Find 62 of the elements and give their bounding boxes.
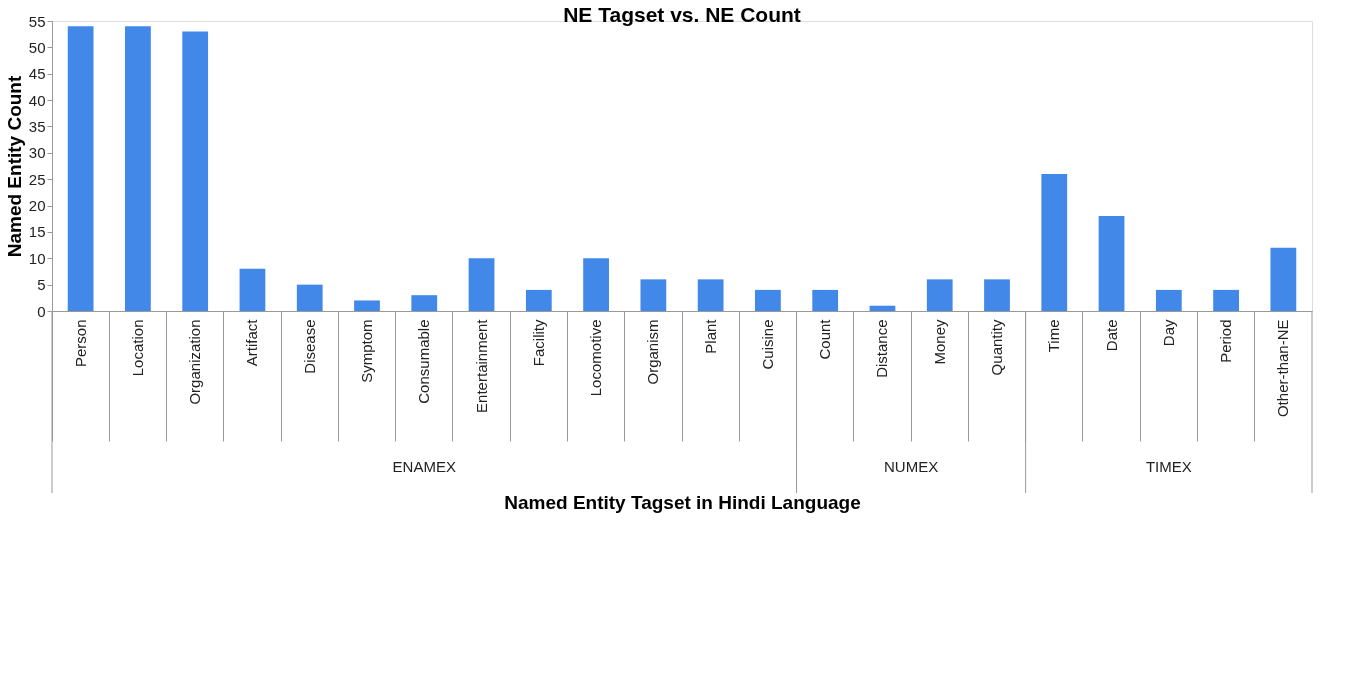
bar <box>1270 247 1297 311</box>
y-tick-label: 15 <box>28 223 46 241</box>
x-tick-label: Quantity <box>988 319 1005 376</box>
bar <box>525 289 552 311</box>
x-tick-label: Artifact <box>243 318 261 367</box>
x-tick-label: Facility <box>529 319 547 367</box>
bar <box>239 268 266 311</box>
y-tick-label: 45 <box>28 65 46 83</box>
text: TIMEX <box>1145 458 1192 475</box>
x-tick-label: Cuisine <box>758 319 776 370</box>
bar <box>926 279 953 311</box>
bar <box>583 258 609 311</box>
bar <box>354 300 380 311</box>
bar <box>67 26 94 311</box>
x-tick-label: Time <box>1045 319 1063 353</box>
bar <box>812 289 839 311</box>
x-tick-label: Period <box>1217 319 1235 363</box>
x-tick-label: Date <box>1102 319 1120 352</box>
y-tick-label: 10 <box>28 249 46 267</box>
x-tick-label: Count <box>816 318 834 360</box>
x-tick-label: Consumable <box>415 319 433 404</box>
y-tick-label: 50 <box>28 38 46 56</box>
y-tick-label: 40 <box>28 91 46 109</box>
bar <box>640 279 667 311</box>
x-tick-label: Money <box>930 319 948 365</box>
x-tick-label: Day <box>1159 319 1177 347</box>
y-tick-label: 0 <box>37 302 46 320</box>
x-tick-label: Organization <box>186 319 204 405</box>
x-tick-label: Symptom <box>358 319 375 383</box>
bar <box>468 258 495 311</box>
y-tick-label: 30 <box>28 144 46 162</box>
bar <box>296 284 323 311</box>
bar <box>182 31 209 311</box>
bar <box>869 305 896 311</box>
x-axis-title: Named Entity Tagset in Hindi Language <box>504 492 861 513</box>
y-tick-label: 25 <box>28 170 46 188</box>
x-tick-label: Disease <box>300 319 318 374</box>
y-axis-title: Named Entity Count <box>3 75 25 258</box>
bar <box>411 295 438 311</box>
x-tick-label: Location <box>128 319 146 377</box>
text: NUMEX <box>884 458 939 475</box>
chart-title: NE Tagset vs. NE Count <box>563 3 801 26</box>
bar <box>755 289 781 311</box>
x-tick-label: Entertainment <box>472 318 490 413</box>
y-tick-label: 35 <box>28 117 46 135</box>
x-tick-label: Other-than-NE <box>1274 319 1292 418</box>
x-tick-label: Plant <box>701 318 719 354</box>
x-tick-label: Person <box>71 319 89 368</box>
text: ENAMEX <box>392 458 456 475</box>
bar <box>125 26 151 311</box>
bar <box>697 279 724 311</box>
x-tick-label: Distance <box>873 319 891 378</box>
y-tick-label: 20 <box>28 197 46 215</box>
bar <box>1155 289 1182 311</box>
bar <box>1098 216 1125 311</box>
bar <box>1213 289 1239 311</box>
x-tick-label: Organism <box>644 319 662 385</box>
bar <box>1041 173 1068 311</box>
x-tick-label: Locomotive <box>587 319 605 397</box>
bar <box>984 279 1010 311</box>
y-tick-label: 55 <box>28 12 46 30</box>
y-tick-label: 5 <box>37 276 46 294</box>
